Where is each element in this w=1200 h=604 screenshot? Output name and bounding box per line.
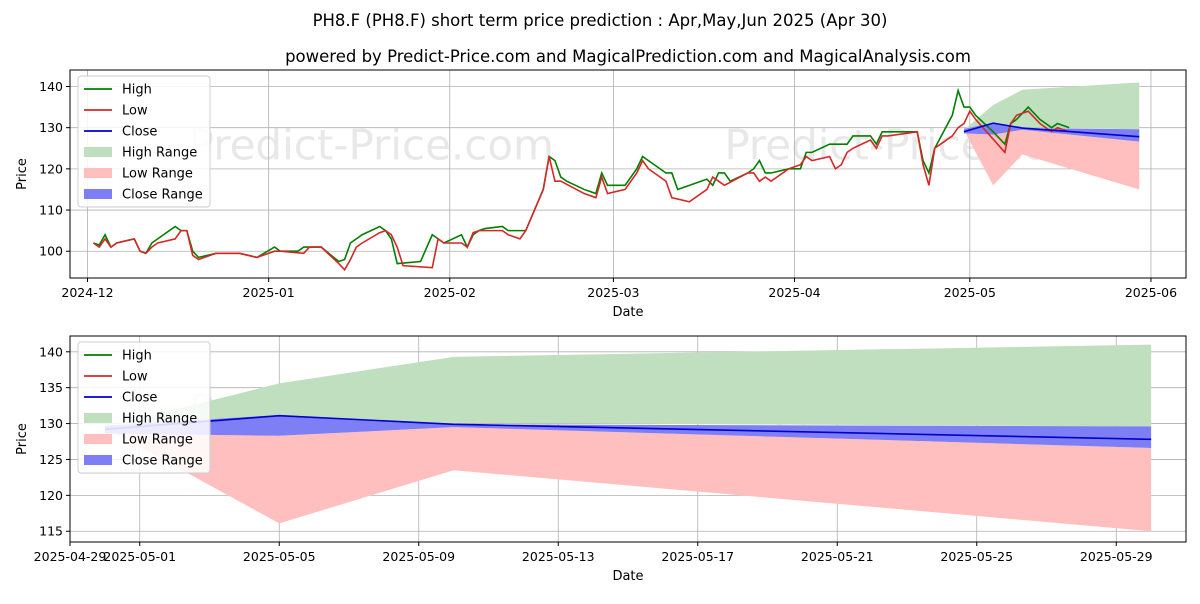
- legend: High Low Close High Range Low Range Close Ran…: [77, 341, 211, 474]
- high-series-line: [93, 87, 1070, 265]
- y-tick-label: 120: [39, 488, 63, 503]
- legend-entry-label: Low: [122, 370, 148, 385]
- x-axis-label: Date: [612, 569, 643, 584]
- x-axis-label: Date: [612, 305, 643, 320]
- y-tick-label: 125: [39, 452, 63, 467]
- chart-subtitle: powered by Predict-Price.com and Magical…: [285, 47, 971, 66]
- legend-entry-label: Low Range: [122, 433, 193, 448]
- x-tick-label: 2025-02: [424, 285, 476, 300]
- grid-lines: [70, 70, 1186, 278]
- legend-swatch-patch: [84, 455, 112, 465]
- legend-entry-label: High Range: [122, 412, 197, 427]
- low-range-band: [104, 427, 1152, 532]
- x-tick-label: 2025-05-29: [1080, 549, 1153, 564]
- legend-swatch-patch: [84, 434, 112, 444]
- x-tick-label: 2025-05-09: [382, 549, 455, 564]
- y-axis-label: Price: [15, 158, 30, 190]
- x-tick-label: 2025-05-21: [801, 549, 874, 564]
- y-tick-label: 110: [39, 203, 63, 218]
- legend-entry-label: Low Range: [122, 167, 193, 182]
- y-tick-label: 115: [39, 524, 63, 539]
- legend-entry-label: Low: [122, 104, 148, 119]
- y-tick-label: 130: [39, 416, 63, 431]
- x-tick-label: 2025-05-17: [661, 549, 734, 564]
- legend: High Low Close High Range Low Range Close Ran…: [77, 75, 211, 208]
- close-series-line: [963, 122, 1140, 138]
- low-series-line: [92, 109, 1070, 272]
- plot-area: [92, 82, 1140, 272]
- legend-entry-label: High: [122, 349, 152, 364]
- high-range-band: [104, 344, 1152, 428]
- high-range-band: [963, 82, 1140, 130]
- legend-entry-label: Close Range: [122, 188, 203, 203]
- close-range-band: [104, 414, 1152, 448]
- x-tick-label: 2025-05-25: [940, 549, 1013, 564]
- x-tick-label: 2025-05-05: [243, 549, 316, 564]
- bottom-panel: Predict-Price.comPredict-Price.com2025-0…: [15, 335, 1187, 584]
- x-tick-label: 2025-03: [587, 285, 639, 300]
- y-tick-label: 135: [39, 380, 63, 395]
- watermark-text: Predict-Price.com: [189, 120, 554, 169]
- x-tick-label: 2024-12: [61, 285, 113, 300]
- x-tick-label: 2025-05-13: [522, 549, 595, 564]
- x-tick-label: 2025-05: [944, 285, 996, 300]
- legend-entry-label: Close: [122, 391, 157, 406]
- x-tick-label: 2025-04-29: [34, 549, 107, 564]
- x-tick-label: 2025-04: [768, 285, 820, 300]
- legend-swatch-patch: [84, 168, 112, 178]
- plot-frame: [69, 335, 1187, 543]
- chart-title: PH8.F (PH8.F) short term price predictio…: [313, 11, 888, 30]
- top-panel: Predict-Price.com Predict-Price.com2024-1…: [15, 69, 1187, 320]
- legend-entry-label: High Range: [122, 146, 197, 161]
- legend-entry-label: High: [122, 83, 152, 98]
- plot-frame: [69, 69, 1187, 279]
- y-tick-label: 130: [39, 120, 63, 135]
- y-tick-label: 120: [39, 161, 63, 176]
- y-tick-label: 100: [39, 244, 63, 259]
- y-tick-label: 140: [39, 344, 63, 359]
- legend-entry-label: Close: [122, 125, 157, 140]
- y-tick-label: 140: [39, 79, 63, 94]
- x-tick-label: 2025-01: [243, 285, 295, 300]
- low-range-band: [963, 129, 1140, 190]
- legend-entry-label: Close Range: [122, 454, 203, 469]
- legend-swatch-patch: [84, 189, 112, 199]
- y-axis-label: Price: [15, 423, 30, 455]
- x-tick-label: 2025-05-01: [103, 549, 176, 564]
- legend-swatch-patch: [84, 413, 112, 423]
- legend-swatch-patch: [84, 147, 112, 157]
- x-tick-label: 2025-06: [1125, 285, 1177, 300]
- plot-area: [104, 344, 1152, 532]
